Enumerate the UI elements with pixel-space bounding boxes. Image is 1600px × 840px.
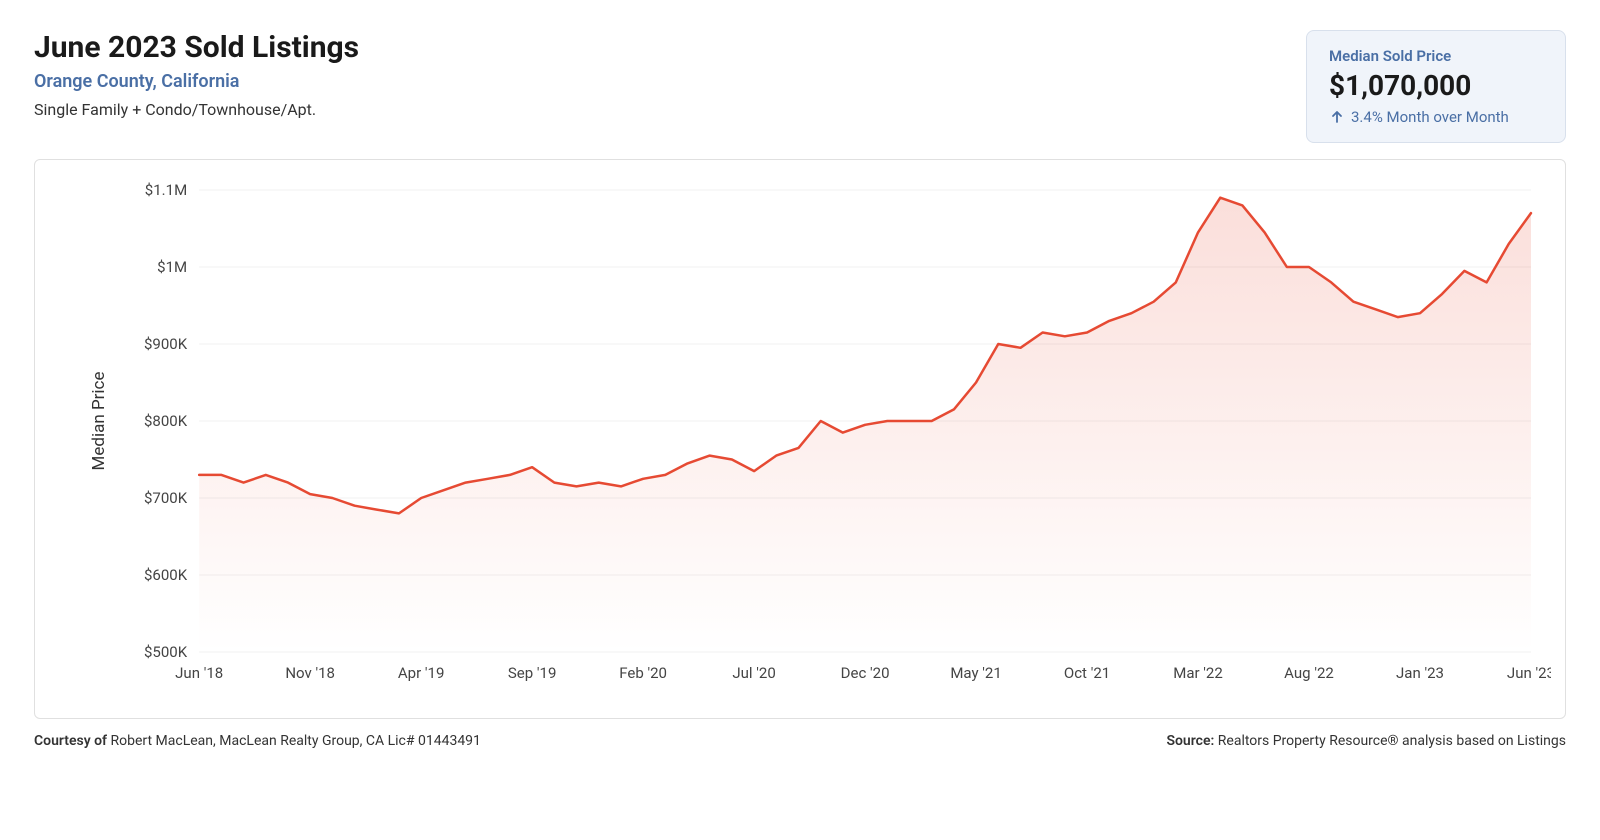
stat-card-value: $1,070,000	[1329, 69, 1543, 102]
footer-courtesy: Courtesy of Robert MacLean, MacLean Real…	[34, 733, 481, 749]
svg-text:Jan '23: Jan '23	[1396, 664, 1444, 682]
svg-text:$800K: $800K	[144, 412, 188, 430]
svg-text:$900K: $900K	[144, 335, 188, 353]
svg-text:Sep '19: Sep '19	[508, 664, 557, 682]
median-price-chart: $500K $600K $700K $800K $900K $1M $1.1M Jun '1…	[49, 170, 1551, 700]
header-left: June 2023 Sold Listings Orange County, C…	[34, 30, 1306, 119]
courtesy-label: Courtesy of	[34, 733, 107, 749]
property-type-text: Single Family + Condo/Townhouse/Apt.	[34, 100, 1306, 119]
arrow-up-icon	[1329, 109, 1345, 125]
source-text: Realtors Property Resource® analysis bas…	[1214, 733, 1566, 749]
stat-card: Median Sold Price $1,070,000 3.4% Month …	[1306, 30, 1566, 143]
chart-container: $500K $600K $700K $800K $900K $1M $1.1M Jun '1…	[34, 159, 1566, 719]
footer-source: Source: Realtors Property Resource® anal…	[1166, 733, 1566, 749]
page-title: June 2023 Sold Listings	[34, 30, 1306, 65]
svg-text:Nov '18: Nov '18	[285, 664, 335, 682]
svg-text:$700K: $700K	[144, 489, 188, 507]
svg-text:Dec '20: Dec '20	[841, 664, 890, 682]
stat-card-label: Median Sold Price	[1329, 47, 1543, 65]
svg-text:$600K: $600K	[144, 566, 188, 584]
header-row: June 2023 Sold Listings Orange County, C…	[34, 30, 1566, 143]
svg-text:$1M: $1M	[157, 258, 187, 276]
svg-text:Jun '23: Jun '23	[1507, 664, 1551, 682]
svg-text:$1.1M: $1.1M	[145, 181, 187, 199]
svg-text:Oct '21: Oct '21	[1064, 664, 1110, 682]
svg-text:$500K: $500K	[144, 643, 188, 661]
svg-text:Jul '20: Jul '20	[732, 664, 775, 682]
svg-text:Apr '19: Apr '19	[398, 664, 445, 682]
footer-row: Courtesy of Robert MacLean, MacLean Real…	[34, 733, 1566, 749]
stat-card-change: 3.4% Month over Month	[1329, 108, 1543, 126]
svg-text:Median Price: Median Price	[89, 372, 109, 471]
svg-text:May '21: May '21	[950, 664, 1001, 682]
svg-text:Feb '20: Feb '20	[619, 664, 667, 682]
stat-card-change-text: 3.4% Month over Month	[1351, 108, 1509, 126]
location-text: Orange County, California	[34, 71, 1306, 92]
svg-text:Aug '22: Aug '22	[1284, 664, 1334, 682]
svg-text:Jun '18: Jun '18	[175, 664, 223, 682]
source-label: Source:	[1166, 733, 1214, 749]
courtesy-text: Robert MacLean, MacLean Realty Group, CA…	[107, 733, 481, 749]
svg-text:Mar '22: Mar '22	[1173, 664, 1223, 682]
